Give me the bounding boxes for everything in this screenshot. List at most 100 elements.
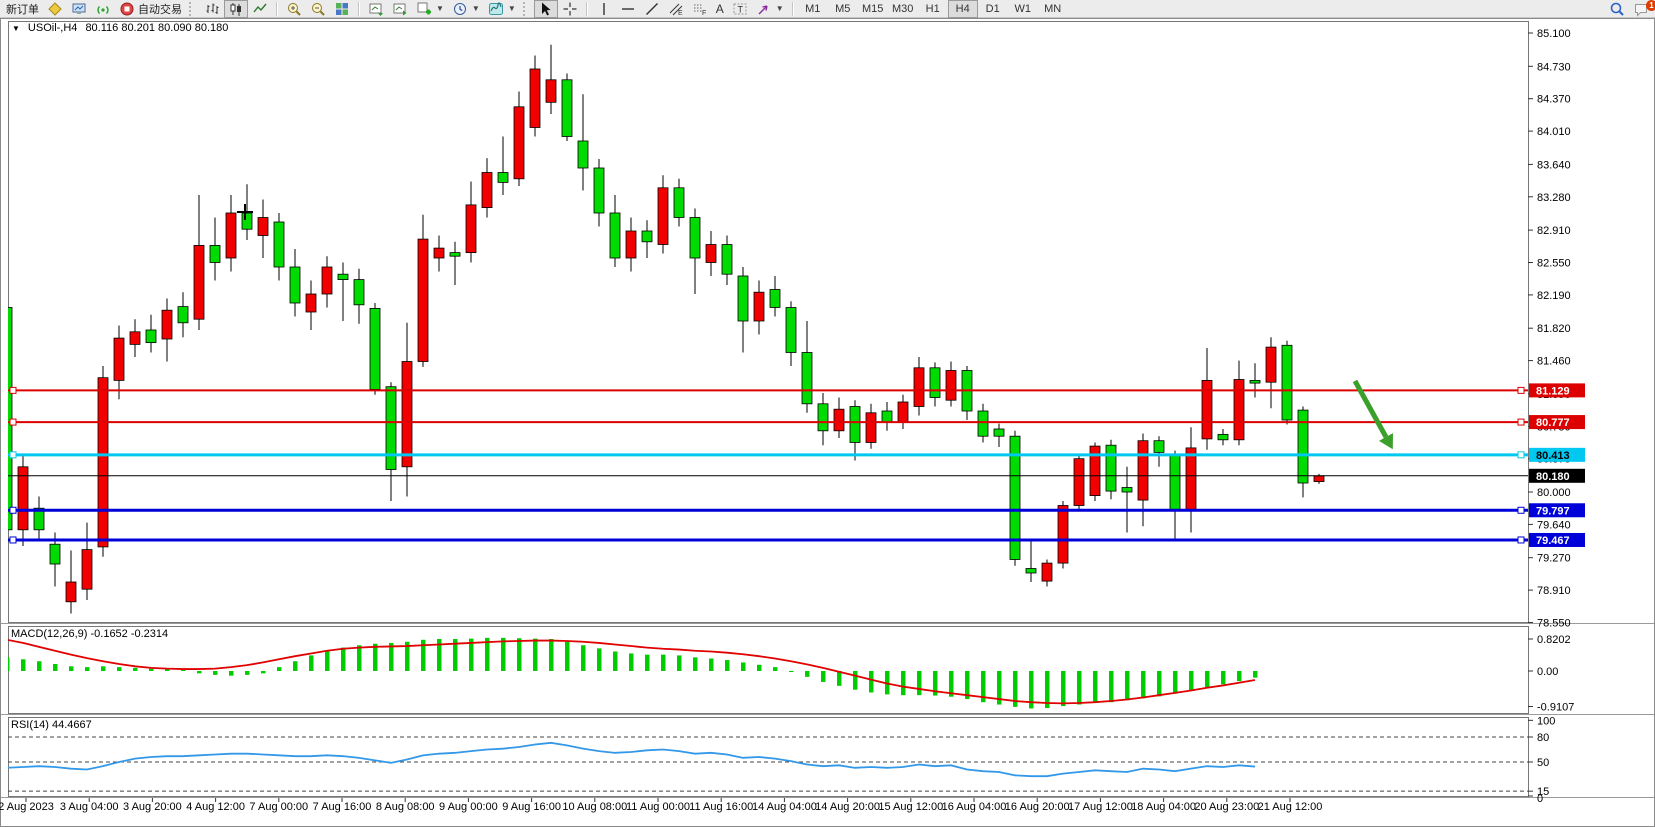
crosshair-tool-button[interactable]	[558, 0, 582, 18]
candle-body	[881, 410, 893, 423]
price-tick-label: 78.550	[1537, 618, 1571, 630]
price-tag-label: 80.413	[1536, 450, 1570, 462]
rsi-tick-label: 0	[1537, 793, 1543, 805]
hline-handle[interactable]	[9, 386, 17, 394]
macd-bar	[501, 637, 506, 671]
line-chart-button[interactable]	[248, 0, 272, 18]
candle-body	[1185, 447, 1197, 511]
cross-marker[interactable]	[237, 204, 253, 220]
add-indicator-button[interactable]: ▼	[412, 0, 448, 18]
hline-handle[interactable]	[9, 451, 17, 459]
macd-bar	[581, 645, 586, 671]
candle-body	[1009, 435, 1021, 560]
candle-body	[1281, 344, 1293, 421]
vertical-line-tool[interactable]	[592, 0, 616, 18]
date-tick-label: 18 Aug 04:00	[1131, 801, 1196, 813]
macd-bar	[325, 650, 330, 671]
profile-prev-button[interactable]	[364, 0, 388, 18]
macd-bar	[917, 671, 922, 696]
timeframe-m5[interactable]: M5	[835, 2, 851, 15]
autotrading-button[interactable]: 自动交易	[115, 0, 186, 18]
trendline-icon	[645, 2, 658, 15]
equidistant-channel-tool[interactable]: E	[664, 0, 688, 18]
trend-arrow-annotation[interactable]	[1352, 379, 1393, 450]
macd-bar	[869, 671, 874, 693]
fibonacci-tool[interactable]: F	[688, 0, 712, 18]
macd-bar	[565, 641, 570, 671]
hline-handle[interactable]	[9, 506, 17, 514]
price-tag-label: 81.129	[1536, 385, 1570, 397]
hline-handle[interactable]	[9, 418, 17, 426]
candle-body	[673, 187, 685, 218]
chart-title: ▼ USOil-,H4 80.116 80.201 80.090 80.180	[12, 22, 228, 34]
candle-body	[337, 273, 349, 281]
macd-bar	[341, 647, 346, 671]
shapes-tool[interactable]: ▼	[752, 0, 788, 18]
hline-handle[interactable]	[1517, 451, 1525, 459]
timeframe-mn[interactable]: MN	[1044, 2, 1062, 15]
timeframe-h4[interactable]: H4	[947, 0, 978, 18]
macd-bar	[1237, 671, 1242, 682]
timeframe-h1[interactable]: H1	[925, 2, 940, 15]
notifications-button[interactable]: 1	[1629, 0, 1655, 18]
candle-chart-button[interactable]	[224, 0, 248, 18]
hline-handle[interactable]	[1517, 418, 1525, 426]
terminal-button[interactable]	[67, 0, 91, 18]
macd-bar	[1189, 671, 1194, 691]
date-tick-label: 15 Aug 12:00	[878, 801, 943, 813]
candle-body	[721, 244, 733, 275]
profile-next-button[interactable]	[388, 0, 412, 18]
macd-panel	[8, 637, 1258, 709]
price-tick-label: 82.910	[1537, 225, 1571, 237]
timeframe-m30[interactable]: M30	[892, 2, 914, 15]
search-button[interactable]	[1605, 0, 1629, 18]
trendline-tool[interactable]	[640, 0, 664, 18]
bar-chart-button[interactable]	[200, 0, 224, 18]
hline-handle[interactable]	[1517, 536, 1525, 544]
price-tick-label: 83.280	[1537, 192, 1571, 204]
search-icon	[1610, 2, 1624, 16]
price-tick-label: 81.460	[1537, 356, 1571, 368]
new-order-button[interactable]: 新订单	[2, 0, 43, 18]
price-tick-label: 85.100	[1537, 28, 1571, 40]
date-tick-label: 7 Aug 00:00	[249, 801, 308, 813]
price-tag-label: 80.180	[1536, 471, 1570, 483]
candle-body	[369, 307, 381, 390]
tile-windows-button[interactable]	[330, 0, 354, 18]
price-tag	[1529, 383, 1585, 398]
autotrading-label: 自动交易	[138, 3, 182, 16]
symbol-dropdown-icon[interactable]: ▼	[12, 23, 20, 33]
label-tool[interactable]: T	[728, 0, 752, 18]
macd-bar	[693, 657, 698, 671]
market-depth-button[interactable]	[43, 0, 67, 18]
chevron-down-icon: ▼	[436, 4, 444, 13]
macd-bar	[357, 645, 362, 671]
macd-bar	[1157, 671, 1162, 697]
candle-body	[993, 428, 1005, 437]
timeframe-m15[interactable]: M15	[862, 2, 884, 15]
horizontal-line-tool[interactable]	[616, 0, 640, 18]
signals-button[interactable]	[91, 0, 115, 18]
timeframe-m1[interactable]: M1	[805, 2, 821, 15]
chart-shift-button[interactable]: ▼	[484, 0, 520, 18]
price-tick-label: 79.640	[1537, 519, 1571, 531]
price-tick-label: 84.730	[1537, 61, 1571, 73]
date-tick-label: 16 Aug 20:00	[1005, 801, 1070, 813]
text-tool[interactable]: A	[712, 0, 728, 18]
candle-body	[113, 337, 125, 381]
zoom-out-button[interactable]	[306, 0, 330, 18]
macd-bar	[53, 663, 58, 671]
candle-body	[257, 217, 269, 236]
macd-bar	[21, 659, 26, 671]
timeframe-w1[interactable]: W1	[1014, 2, 1031, 15]
hline-handle[interactable]	[9, 536, 17, 544]
hline-handle[interactable]	[1517, 506, 1525, 514]
zoom-in-button[interactable]	[282, 0, 306, 18]
macd-indicator-label: MACD(12,26,9) -0.1652 -0.2314	[11, 628, 169, 640]
cursor-tool-button[interactable]	[533, 0, 558, 18]
hline-handle[interactable]	[1517, 386, 1525, 394]
candle-body	[49, 543, 61, 565]
period-button[interactable]: ▼	[448, 0, 484, 18]
timeframe-d1[interactable]: D1	[985, 2, 1000, 15]
